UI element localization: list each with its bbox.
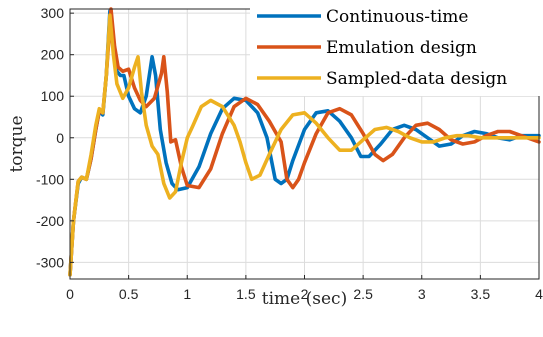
x-tick-label: 2.5	[353, 286, 373, 302]
x-tick-label: 3.5	[471, 286, 491, 302]
x-tick-label: 0	[66, 286, 74, 302]
legend-label-0: Continuous-time	[326, 7, 468, 27]
y-tick-label: -200	[36, 213, 64, 229]
x-tick-label: 3	[418, 286, 426, 302]
x-tick-label: 1	[183, 286, 191, 302]
legend-label-1: Emulation design	[326, 38, 477, 58]
y-tick-label: 300	[41, 5, 65, 21]
y-tick-label: -300	[36, 254, 64, 270]
legend: Continuous-time Emulation design Sampled-d…	[250, 2, 542, 96]
y-tick-label: 0	[56, 130, 64, 146]
x-tick-label: 4	[535, 286, 543, 302]
x-tick-label: 2	[301, 286, 309, 302]
series-lines	[68, 7, 541, 277]
y-axis-label: torque	[7, 115, 27, 172]
legend-label-2: Sampled-data design	[326, 69, 507, 89]
axis-ticks: 0 0.5 1 1.5 2 2.5 3 3.5 4 -300 -200 -100 0 100 200 300	[36, 5, 543, 302]
y-tick-label: 100	[41, 88, 65, 104]
series-line-2	[68, 13, 541, 277]
x-tick-label: 0.5	[119, 286, 139, 302]
x-axis-label: time (sec)	[262, 289, 347, 309]
x-tick-label: 1.5	[236, 286, 256, 302]
y-tick-label: 200	[41, 47, 65, 63]
y-tick-label: -100	[36, 171, 64, 187]
